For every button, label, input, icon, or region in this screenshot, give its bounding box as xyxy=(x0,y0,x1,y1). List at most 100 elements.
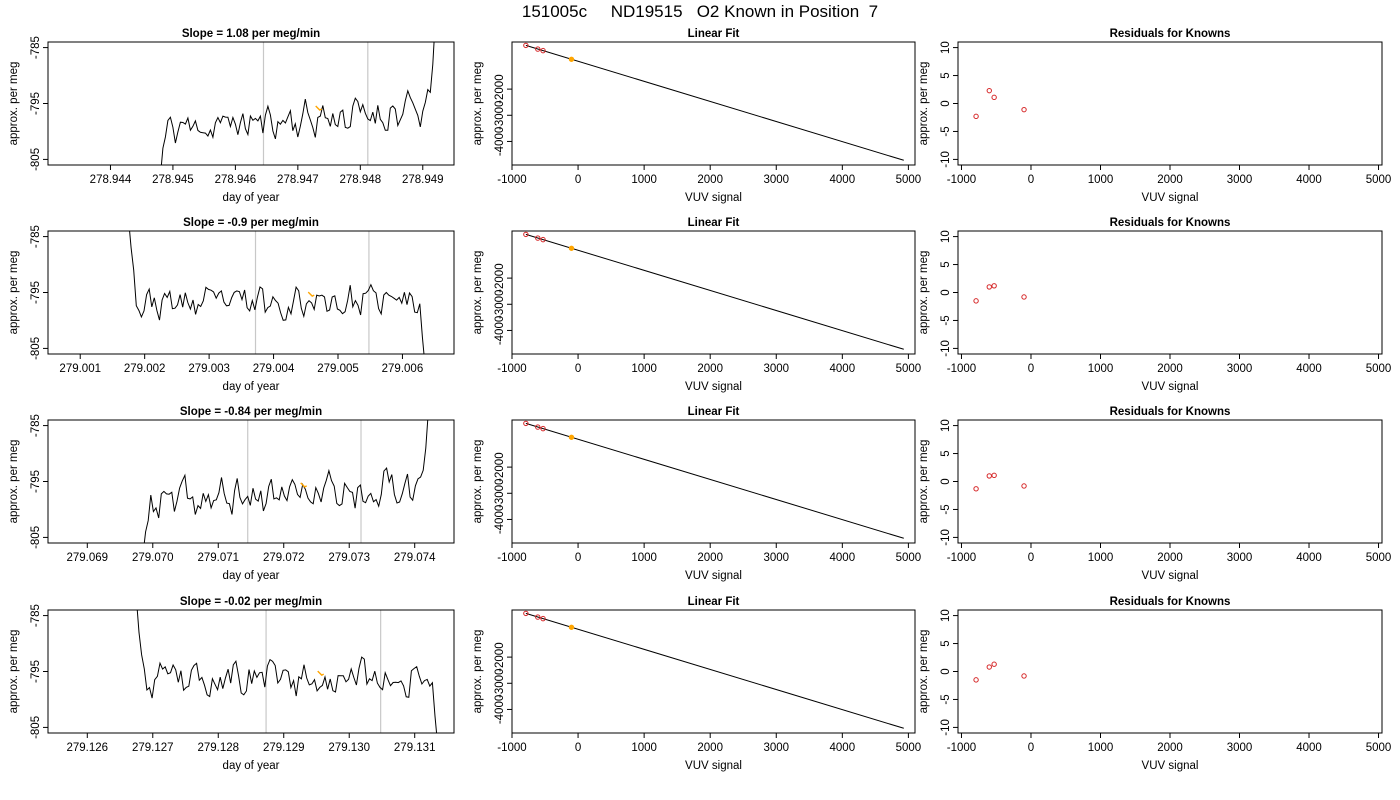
sample-point xyxy=(568,434,575,440)
x-tick-label: 278.949 xyxy=(402,174,444,186)
x-tick-label: 3000 xyxy=(1227,363,1253,375)
data-point xyxy=(535,46,541,52)
timeseries-line xyxy=(160,42,435,165)
x-axis-label: VUV signal xyxy=(685,192,742,204)
fit-line xyxy=(525,612,904,729)
x-tick-label: 2000 xyxy=(1157,742,1183,754)
plot-frame xyxy=(511,41,916,166)
residual-point xyxy=(991,472,997,479)
x-tick-label: 3000 xyxy=(1227,174,1253,186)
y-tick-label: -2000 xyxy=(494,74,506,103)
residual-point xyxy=(1021,483,1027,489)
sample-point xyxy=(568,56,575,62)
x-tick-label: 1000 xyxy=(631,742,657,754)
residual-point xyxy=(991,283,997,289)
page-title: 151005c ND19515 O2 Known in Position 7 xyxy=(521,2,879,21)
y-tick-label: -2000 xyxy=(494,452,506,481)
x-tick-label: 2000 xyxy=(1157,552,1183,564)
data-point xyxy=(523,42,529,49)
x-tick-label: 279.070 xyxy=(132,552,174,564)
y-tick-label: -795 xyxy=(30,92,42,115)
x-tick-label: -1000 xyxy=(947,174,976,186)
x-tick-label: 2000 xyxy=(697,552,723,564)
x-tick-label: 279.071 xyxy=(197,552,239,564)
x-axis-label: VUV signal xyxy=(1142,381,1199,393)
y-tick-label: 0 xyxy=(940,289,952,295)
plot-title: Slope = -0.9 per meg/min xyxy=(183,217,319,229)
y-tick-label: -3000 xyxy=(494,479,506,508)
x-tick-label: -1000 xyxy=(497,363,526,375)
x-tick-label: 4000 xyxy=(1296,552,1322,564)
x-axis-label: VUV signal xyxy=(685,760,742,772)
y-tick-label: -3000 xyxy=(494,101,506,130)
x-tick-label: 5000 xyxy=(1366,363,1392,375)
plot-frame xyxy=(957,609,1383,734)
x-tick-label: 4000 xyxy=(830,363,856,375)
y-axis-label: approx. per meg xyxy=(472,440,484,524)
x-tick-label: 279.129 xyxy=(263,742,305,754)
residual-point xyxy=(986,87,992,94)
plot-frame xyxy=(47,41,455,166)
x-tick-label: 3000 xyxy=(763,363,789,375)
residual-point xyxy=(1021,294,1027,300)
plot-title: Residuals for Knowns xyxy=(1110,596,1231,608)
plot-title: Linear Fit xyxy=(688,28,740,40)
data-point xyxy=(523,610,529,617)
y-tick-label: -785 xyxy=(30,414,42,437)
plot-title: Linear Fit xyxy=(688,406,740,418)
plot-frame xyxy=(957,419,1383,544)
y-tick-label: -2000 xyxy=(494,642,506,671)
x-tick-label: 4000 xyxy=(1296,363,1322,375)
x-tick-label: 279.073 xyxy=(328,552,370,564)
x-tick-label: -1000 xyxy=(947,363,976,375)
y-tick-label: -3000 xyxy=(494,290,506,319)
x-tick-label: 4000 xyxy=(830,174,856,186)
data-point xyxy=(523,231,529,238)
y-tick-label: -795 xyxy=(30,660,42,683)
y-tick-label: -805 xyxy=(30,716,42,739)
y-tick-label: -10 xyxy=(940,529,952,546)
highlight-segment xyxy=(307,291,315,298)
y-axis-label: approx. per meg xyxy=(918,630,930,714)
fit-line xyxy=(525,422,904,539)
x-tick-label: 279.074 xyxy=(394,552,436,564)
plot-title: Slope = -0.02 per meg/min xyxy=(180,596,322,608)
data-point xyxy=(535,424,541,430)
x-tick-label: -1000 xyxy=(497,174,526,186)
x-axis-label: VUV signal xyxy=(1142,192,1199,204)
plot-title: Slope = 1.08 per meg/min xyxy=(182,28,320,40)
y-tick-label: -10 xyxy=(940,151,952,168)
x-tick-label: 279.006 xyxy=(382,363,424,375)
y-tick-label: 10 xyxy=(940,230,952,243)
y-axis-label: approx. per meg xyxy=(8,440,20,524)
plot-title: Slope = -0.84 per meg/min xyxy=(180,406,322,418)
y-tick-label: 5 xyxy=(940,450,952,456)
x-axis-label: day of year xyxy=(223,570,280,582)
y-tick-label: 5 xyxy=(940,640,952,646)
y-tick-label: -5 xyxy=(940,126,952,136)
x-tick-label: 279.126 xyxy=(67,742,109,754)
x-axis-label: day of year xyxy=(223,192,280,204)
y-axis-label: approx. per meg xyxy=(472,630,484,714)
residual-point xyxy=(986,664,992,670)
y-tick-label: -10 xyxy=(940,340,952,357)
plot-frame xyxy=(511,230,916,355)
x-tick-label: 279.003 xyxy=(188,363,230,375)
data-point xyxy=(540,236,546,243)
x-tick-label: 1000 xyxy=(1088,363,1114,375)
y-tick-label: -5 xyxy=(940,504,952,514)
y-tick-label: -4000 xyxy=(494,127,506,156)
x-tick-label: 279.069 xyxy=(67,552,109,564)
y-tick-label: 0 xyxy=(940,478,952,484)
x-tick-label: 2000 xyxy=(697,363,723,375)
y-axis-label: approx. per meg xyxy=(8,630,20,714)
x-tick-label: 5000 xyxy=(896,363,922,375)
data-point xyxy=(540,615,546,622)
x-tick-label: 4000 xyxy=(830,742,856,754)
y-tick-label: -805 xyxy=(30,337,42,360)
data-point xyxy=(540,425,546,432)
x-tick-label: 4000 xyxy=(1296,174,1322,186)
x-axis-label: day of year xyxy=(223,760,280,772)
y-axis-label: approx. per meg xyxy=(8,62,20,146)
